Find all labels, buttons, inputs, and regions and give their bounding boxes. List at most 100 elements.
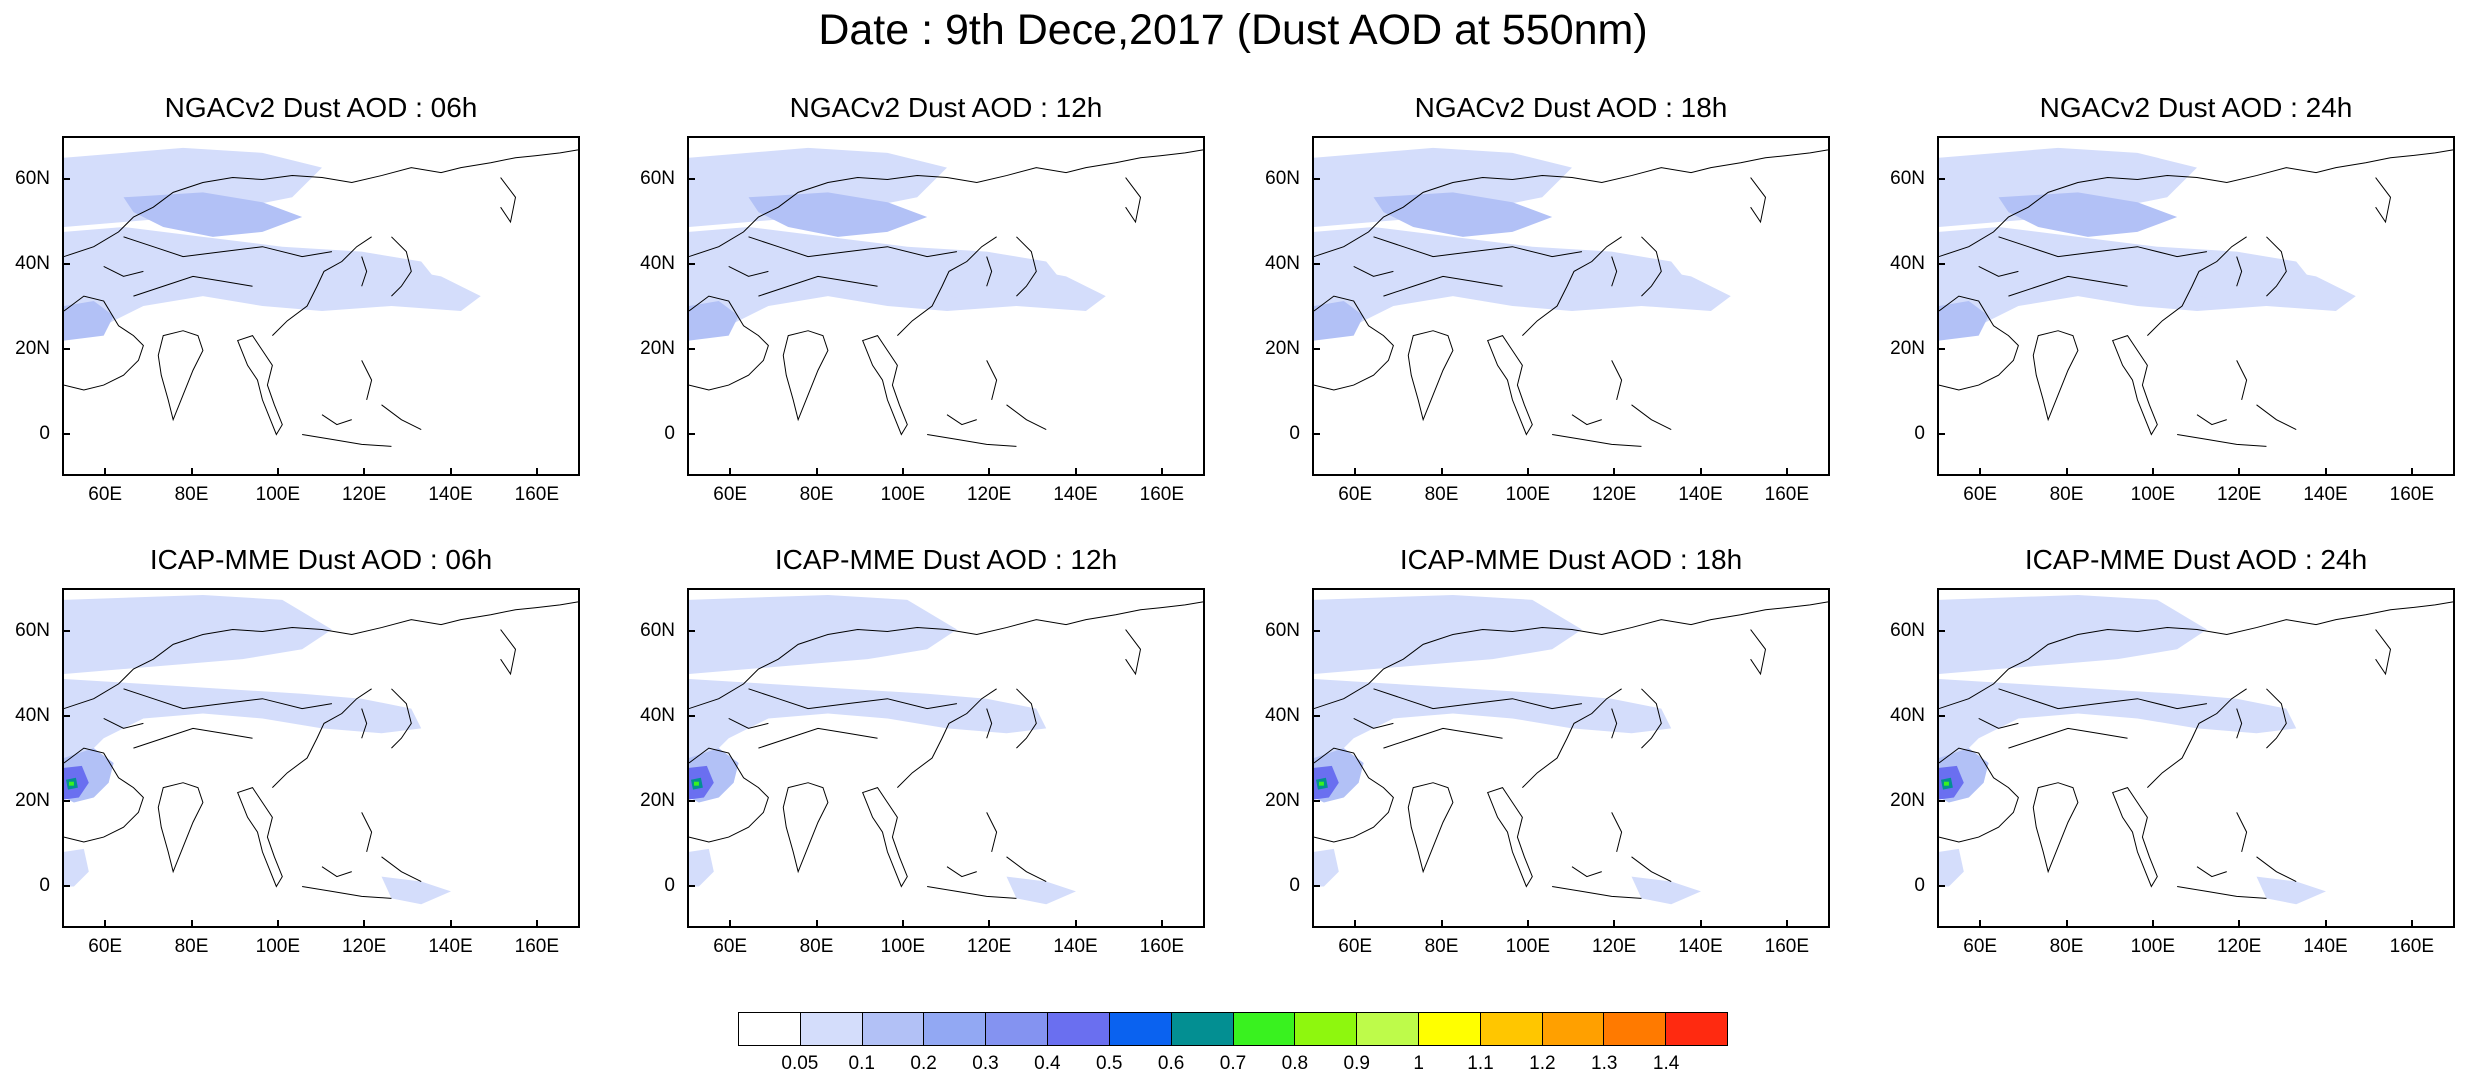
coastline — [64, 747, 144, 843]
lat-tick — [687, 432, 695, 435]
lon-label: 100E — [1505, 484, 1551, 505]
lon-label: 160E — [1764, 936, 1810, 957]
dust-field — [381, 876, 451, 905]
colorbar-label: 0.3 — [972, 1053, 999, 1074]
lon-tick — [2410, 468, 2413, 476]
lon-tick — [1440, 468, 1443, 476]
coastline — [2147, 688, 2247, 788]
lon-tick — [190, 468, 193, 476]
coastline — [302, 433, 392, 447]
panel-title: ICAP-MME Dust AOD : 06h — [149, 544, 493, 575]
coastline — [1641, 688, 1662, 749]
lon-tick — [190, 920, 193, 928]
lon-tick — [1699, 468, 1702, 476]
coastline — [361, 812, 373, 853]
coastline — [861, 335, 908, 436]
dust-field — [748, 192, 928, 237]
lon-tick — [1440, 920, 1443, 928]
lon-label: 100E — [2130, 936, 2176, 957]
coastline — [1611, 708, 1618, 739]
lat-label: 60N — [1265, 167, 1300, 189]
lat-tick — [62, 799, 70, 802]
lat-tick — [1312, 629, 1320, 632]
coastline — [1006, 404, 1047, 430]
lon-label: 140E — [1053, 484, 1098, 505]
lon-label: 60E — [88, 936, 123, 957]
map-frame — [1937, 136, 2455, 476]
dust-field — [64, 848, 89, 887]
coastline — [897, 688, 997, 788]
dust-field — [1939, 848, 1964, 887]
colorbar-label: 0.1 — [848, 1053, 875, 1074]
lon-label: 100E — [880, 936, 926, 957]
lat-tick — [62, 884, 70, 887]
lon-label: 120E — [2216, 936, 2262, 957]
lon-label: 80E — [174, 484, 209, 505]
coastline — [1522, 236, 1622, 336]
coastline — [381, 856, 422, 882]
coastline — [103, 266, 144, 277]
lon-tick — [104, 468, 107, 476]
dust-field — [64, 226, 442, 336]
lat-tick — [62, 432, 70, 435]
lon-tick — [2238, 468, 2241, 476]
coastline — [2266, 688, 2287, 749]
dust-field — [1631, 876, 1701, 905]
lon-tick — [1613, 920, 1616, 928]
lon-label: 160E — [2389, 936, 2435, 957]
panel-title: ICAP-MME Dust AOD : 24h — [2024, 544, 2368, 575]
coastline — [1611, 812, 1623, 853]
colorbar-box — [1233, 1013, 1296, 1045]
coastline — [986, 256, 993, 287]
coastline — [897, 236, 997, 336]
lat-label: 20N — [15, 789, 50, 811]
coastline — [2256, 404, 2297, 430]
coastline — [391, 236, 412, 297]
coastline — [2236, 256, 2243, 287]
coastline — [1571, 414, 1602, 426]
coastline — [1373, 236, 1582, 258]
lon-tick — [901, 468, 904, 476]
coastline — [361, 360, 373, 401]
lon-label: 60E — [1963, 484, 1998, 505]
lat-label: 0 — [1914, 422, 1925, 444]
dust-field — [689, 226, 1067, 336]
lat-tick — [1937, 629, 1945, 632]
lat-tick — [687, 799, 695, 802]
colorbar-box — [1295, 1013, 1358, 1045]
coastline — [689, 295, 769, 391]
panel-title: ICAP-MME Dust AOD : 12h — [774, 544, 1118, 575]
colorbar-label: 1.1 — [1467, 1053, 1494, 1074]
dust-field — [1314, 301, 1364, 341]
coastline — [1978, 718, 2019, 729]
coastline — [1016, 688, 1037, 749]
dust-field — [64, 147, 322, 227]
lat-tick — [1937, 177, 1945, 180]
lat-tick — [62, 714, 70, 717]
colorbar-box — [1480, 1013, 1543, 1045]
lat-tick — [1937, 714, 1945, 717]
lat-label: 40N — [1265, 252, 1300, 274]
coastline — [2375, 629, 2392, 676]
lat-label: 60N — [640, 167, 675, 189]
colorbar-box — [1048, 1013, 1110, 1045]
panel-title: ICAP-MME Dust AOD : 18h — [1399, 544, 1743, 575]
lon-tick — [2151, 920, 2154, 928]
colorbar-box — [1109, 1013, 1172, 1045]
coastline — [2008, 727, 2128, 749]
colorbar-label: 0.5 — [1096, 1053, 1123, 1074]
lat-tick — [687, 714, 695, 717]
lat-tick — [687, 629, 695, 632]
coastline — [1571, 866, 1602, 878]
lon-tick — [1613, 468, 1616, 476]
lon-label: 140E — [428, 484, 473, 505]
lon-tick — [1979, 468, 1982, 476]
coastline — [123, 236, 332, 258]
lon-label: 140E — [1678, 484, 1723, 505]
lon-label: 140E — [428, 936, 473, 957]
lon-label: 160E — [1139, 484, 1185, 505]
lat-label: 60N — [1265, 619, 1300, 641]
colorbar-label: 1.4 — [1652, 1053, 1680, 1074]
colorbar-label: 1 — [1413, 1053, 1424, 1074]
lat-label: 40N — [15, 704, 50, 726]
